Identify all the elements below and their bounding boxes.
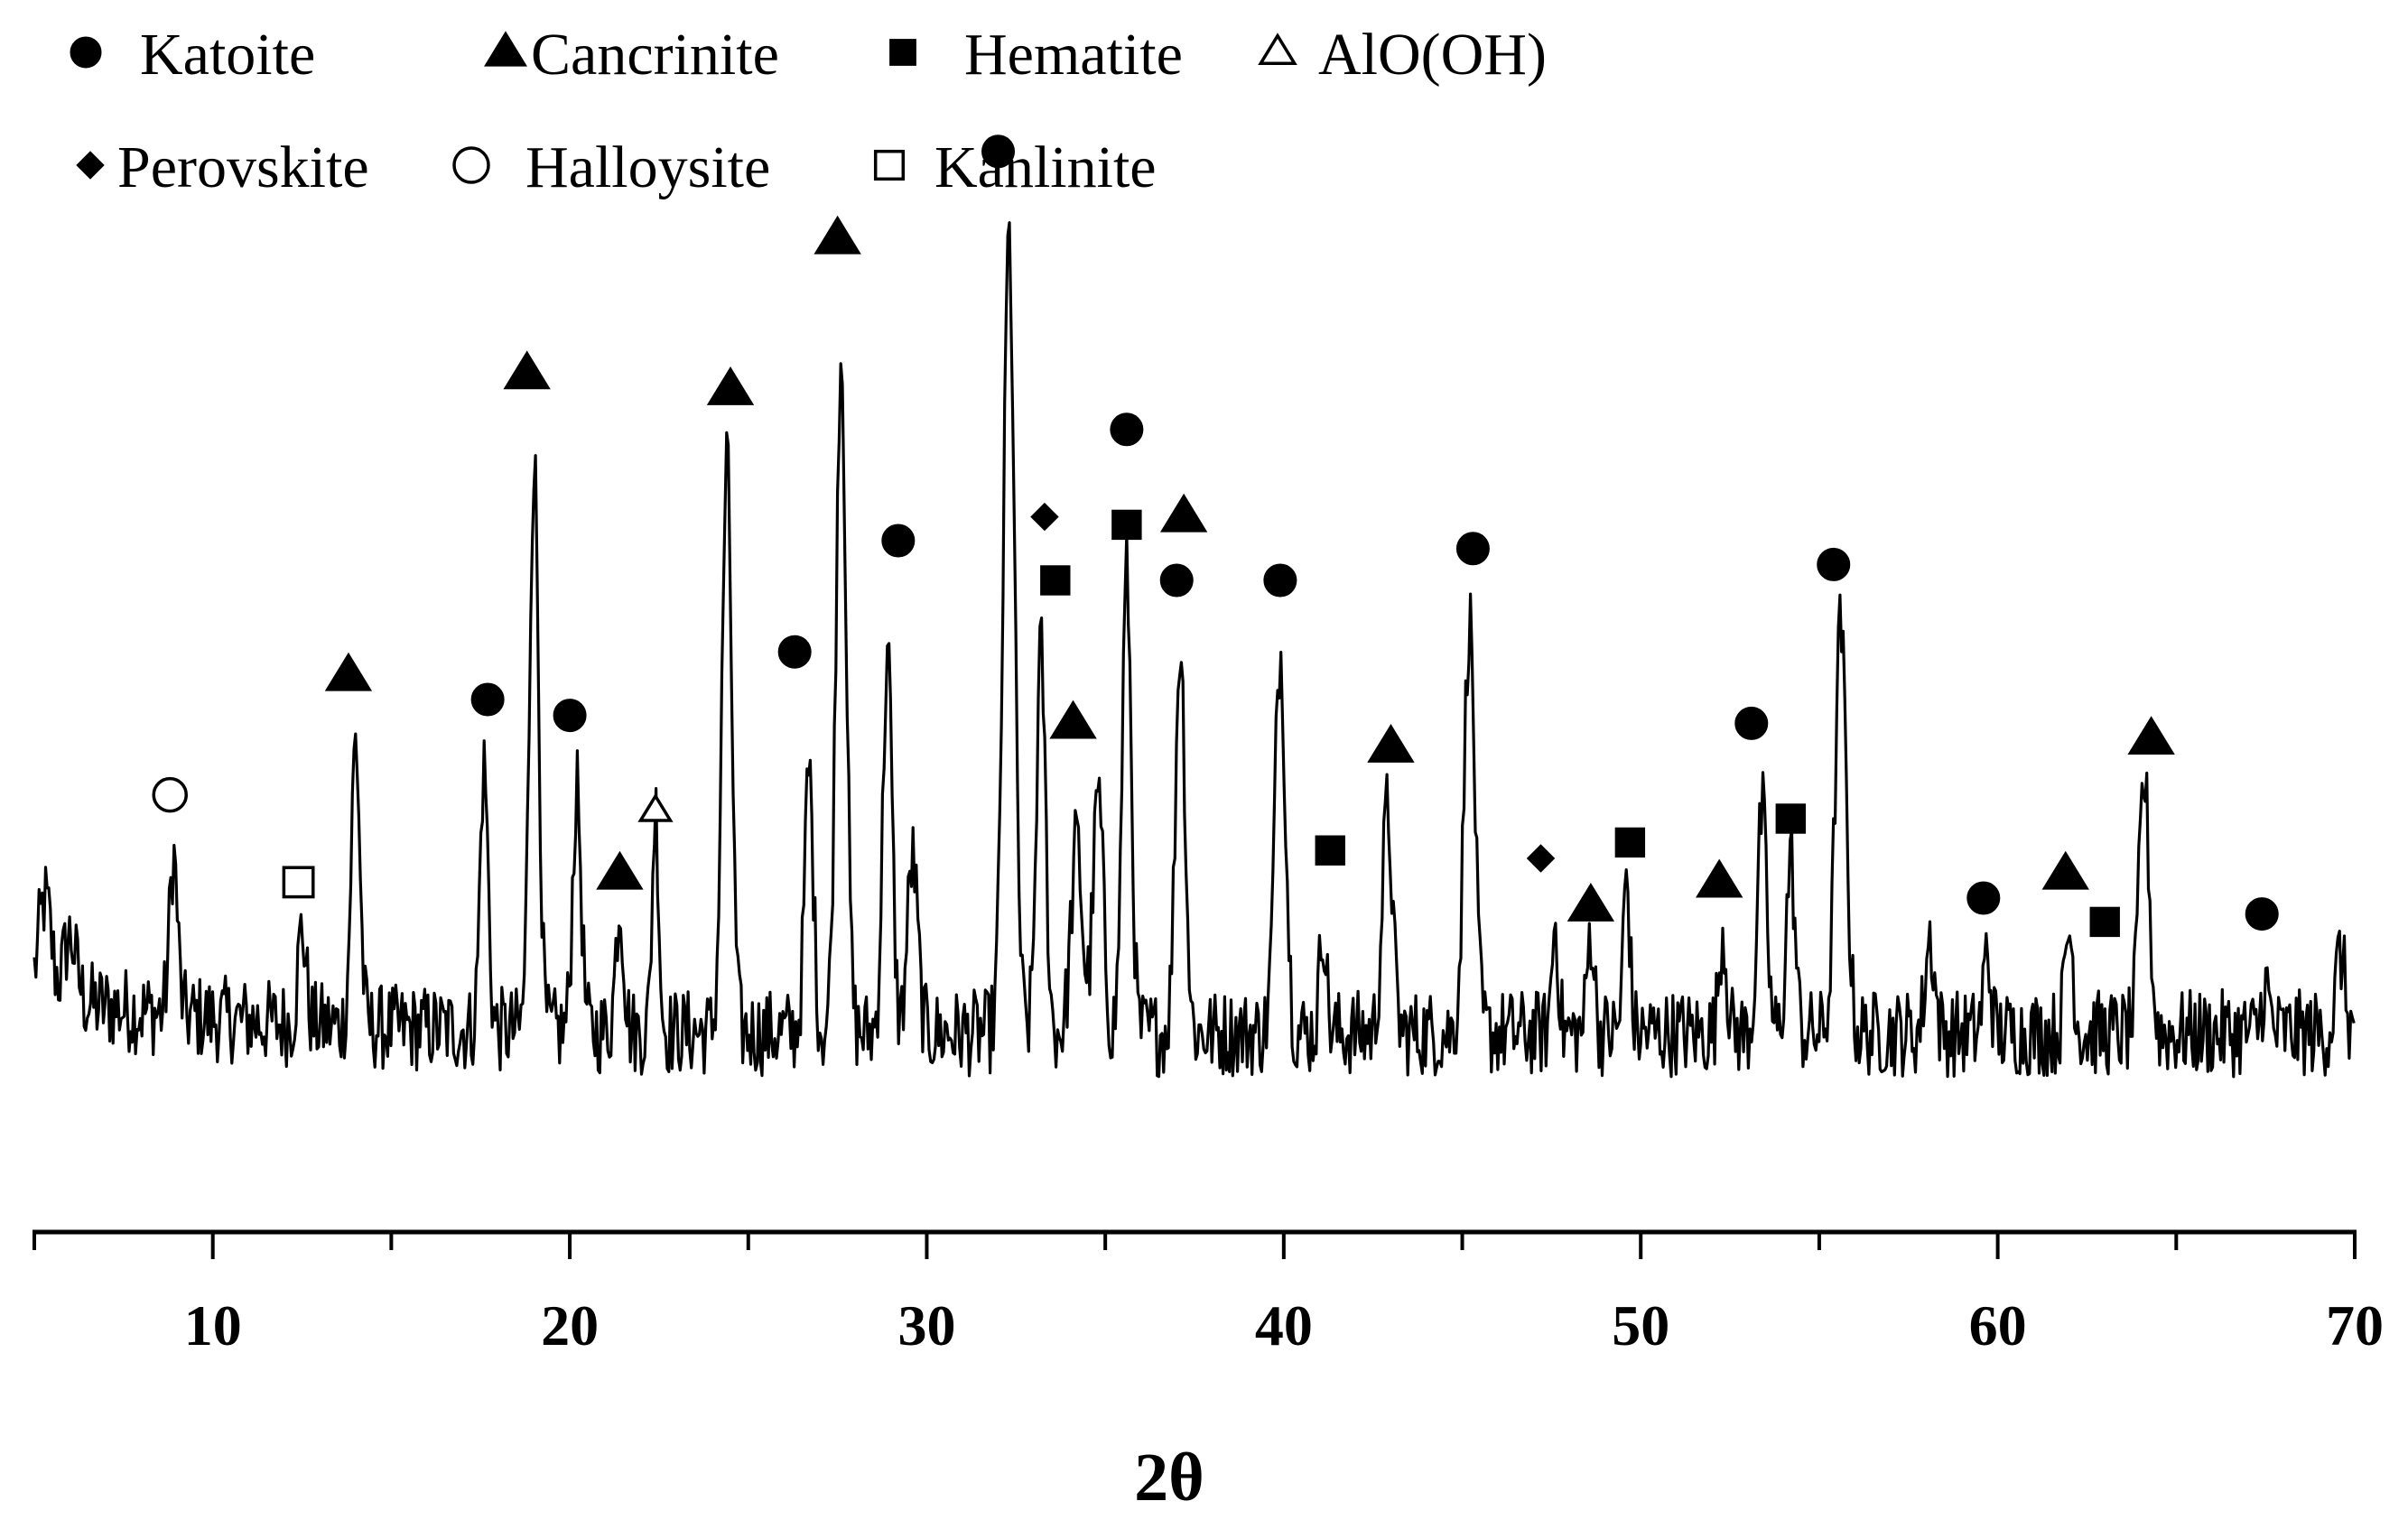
peak-marker-katoite bbox=[553, 699, 587, 733]
peak-marker-halloysite bbox=[152, 776, 188, 813]
legend-marker-katoite bbox=[70, 36, 102, 69]
peak-marker-perovskite bbox=[1526, 844, 1556, 873]
peak-marker-katoite bbox=[1817, 547, 1851, 581]
plot-area bbox=[33, 134, 2356, 1079]
peak-marker-cancrinite bbox=[706, 366, 755, 405]
peak-marker-hematite bbox=[1614, 827, 1646, 858]
peak-marker-katoite bbox=[981, 134, 1016, 169]
peak-marker-hematite bbox=[1775, 803, 1806, 834]
peak-marker-katoite bbox=[777, 635, 812, 669]
x-tick-label: 20 bbox=[541, 1293, 599, 1358]
legend-label-hematite: Hematite bbox=[964, 22, 1183, 88]
legend-marker-hematite bbox=[889, 39, 916, 66]
peak-marker-katoite bbox=[1263, 563, 1297, 598]
peak-marker-cancrinite bbox=[596, 850, 644, 890]
legend: Katoite Cancrinite Hematite AlO(OH) Perovski… bbox=[70, 22, 1547, 200]
peak-marker-cancrinite bbox=[1567, 883, 1615, 922]
x-tick-label: 60 bbox=[1969, 1293, 2027, 1358]
peak-marker-kanlinite bbox=[282, 866, 315, 899]
x-tick-label: 40 bbox=[1255, 1293, 1313, 1358]
peak-marker-cancrinite bbox=[1367, 724, 1415, 763]
x-axis: 10 20 30 40 50 60 70 bbox=[33, 1229, 2384, 1358]
peak-marker-cancrinite bbox=[503, 350, 551, 390]
x-tick-label: 50 bbox=[1612, 1293, 1669, 1358]
legend-label-perovskite: Perovskite bbox=[117, 134, 369, 200]
legend-label-katoite: Katoite bbox=[140, 22, 315, 88]
peak-marker-hematite bbox=[1111, 509, 1142, 541]
legend-marker-halloysite bbox=[452, 146, 490, 184]
legend-marker-kanlinite bbox=[873, 149, 906, 181]
legend-label-cancrinite: Cancrinite bbox=[531, 22, 779, 88]
legend-label-halloysite: Halloysite bbox=[525, 134, 770, 200]
legend-marker-cancrinite bbox=[484, 31, 527, 67]
x-tick-label: 70 bbox=[2326, 1293, 2384, 1358]
x-axis-ticks: 10 20 30 40 50 60 70 bbox=[33, 1232, 2384, 1358]
x-tick-label: 30 bbox=[897, 1293, 955, 1358]
peak-marker-cancrinite bbox=[1159, 493, 1208, 533]
peak-marker-hematite bbox=[1315, 835, 1345, 866]
peak-marker-cancrinite bbox=[814, 215, 861, 255]
legend-label-alo-oh: AlO(OH) bbox=[1318, 22, 1547, 88]
peak-marker-katoite bbox=[1110, 412, 1144, 447]
peak-marker-katoite bbox=[2245, 897, 2279, 931]
peak-marker-alo-oh bbox=[637, 792, 674, 822]
peak-marker-katoite bbox=[1455, 532, 1490, 566]
peak-marker-cancrinite bbox=[1696, 858, 1743, 898]
peak-marker-cancrinite bbox=[1049, 700, 1097, 739]
legend-marker-alo-oh bbox=[1258, 32, 1297, 65]
peak-marker-katoite bbox=[881, 524, 916, 558]
peak-marker-katoite bbox=[470, 682, 505, 717]
peak-marker-hematite bbox=[1040, 565, 1071, 596]
peak-marker-hematite bbox=[2089, 906, 2120, 938]
peak-marker-katoite bbox=[1159, 563, 1194, 598]
peak-marker-cancrinite bbox=[2041, 850, 2089, 890]
peak-marker-katoite bbox=[1734, 706, 1769, 740]
diffraction-pattern-line bbox=[33, 221, 2356, 1079]
peak-marker-perovskite bbox=[1030, 502, 1059, 532]
legend-marker-perovskite bbox=[76, 151, 105, 180]
peak-marker-cancrinite bbox=[324, 652, 373, 691]
x-tick-label: 10 bbox=[184, 1293, 242, 1358]
x-axis-title: 2θ bbox=[1134, 1440, 1204, 1515]
peak-marker-cancrinite bbox=[2127, 716, 2175, 755]
legend-label-kanlinite: Kanlinite bbox=[934, 134, 1157, 200]
peak-marker-katoite bbox=[1966, 881, 2001, 915]
peak-markers bbox=[152, 134, 2279, 938]
